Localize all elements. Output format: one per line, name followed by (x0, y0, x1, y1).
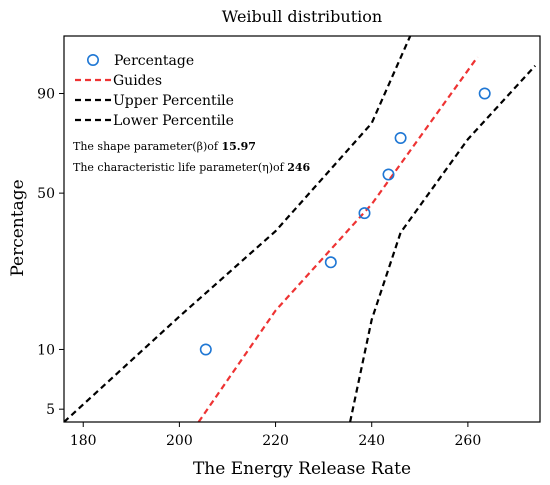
axis-ticks: 180 200 220 240 260 5 10 50 90 (37, 87, 481, 449)
legend-entry-label: Lower Percentile (113, 113, 234, 129)
annotation-text: The characteristic life parameter(η)of (73, 161, 287, 174)
parameter-annotations: The shape parameter(β)of 15.97 The charac… (73, 140, 310, 174)
x-tick-label: 180 (70, 433, 97, 449)
annotation-text: The shape parameter(β)of (73, 140, 221, 153)
x-tick-label: 200 (166, 433, 193, 449)
y-tick-label: 90 (37, 87, 55, 103)
plot-area (64, 36, 537, 422)
y-tick-label: 10 (37, 342, 55, 358)
legend-marker (87, 53, 100, 66)
data-point (324, 256, 337, 269)
data-point (358, 207, 371, 220)
x-tick-label: 220 (262, 433, 289, 449)
y-tick-label: 50 (37, 186, 55, 202)
data-point (478, 87, 491, 100)
x-tick-label: 240 (358, 433, 385, 449)
legend-entry-label: Upper Percentile (113, 93, 234, 109)
y-tick-label: 5 (46, 402, 55, 418)
guides-line (197, 56, 479, 422)
x-tick-label: 260 (455, 433, 482, 449)
legend-entry-label: Guides (113, 73, 162, 89)
annotation-value: 15.97 (221, 140, 255, 153)
parameter-annotation: The shape parameter(β)of 15.97 (73, 140, 256, 153)
x-axis-label: The Energy Release Rate (193, 459, 411, 479)
upper-percentile-line (64, 36, 412, 422)
annotation-value: 246 (287, 161, 310, 174)
legend: Percentage Guides Upper Percentile Lower Pe… (75, 53, 234, 129)
parameter-annotation: The characteristic life parameter(η)of 2… (73, 161, 310, 174)
lower-percentile-line (349, 64, 537, 422)
legend-entry-label: Percentage (114, 53, 194, 69)
y-axis-label: Percentage (8, 179, 28, 276)
chart-title: Weibull distribution (222, 7, 382, 26)
plot-frame (63, 35, 541, 423)
data-point (382, 168, 395, 181)
data-point (394, 132, 407, 145)
data-point (199, 343, 212, 356)
